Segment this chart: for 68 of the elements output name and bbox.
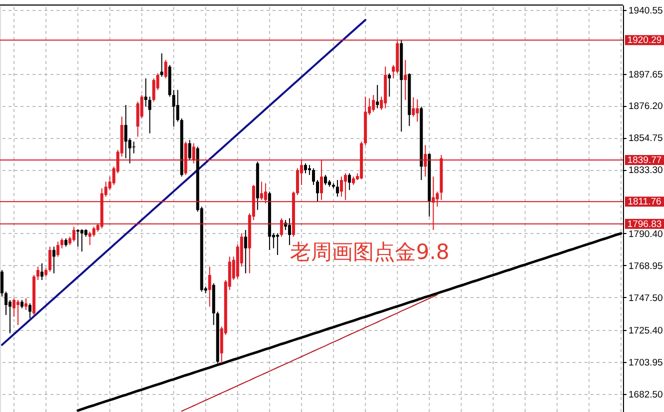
candlestick — [0, 270, 4, 298]
candlestick — [344, 172, 347, 200]
candlestick — [188, 139, 192, 160]
candlestick — [316, 180, 319, 202]
annotation: 老周画图点金9.8 — [290, 240, 450, 264]
candlestick — [76, 228, 80, 248]
candlestick — [416, 98, 419, 122]
y-tick-label: 1876.20 — [628, 101, 663, 112]
candlestick — [132, 141, 136, 154]
ref-line-label: 1796.83 — [627, 218, 662, 230]
candlestick — [340, 176, 343, 198]
candlestick — [48, 246, 52, 272]
candlestick — [152, 78, 156, 102]
ref-line-label: 1811.76 — [628, 196, 662, 208]
y-tick-label: 1854.75 — [628, 133, 663, 144]
y-tick-label: 1833.30 — [628, 165, 663, 176]
candlestick — [148, 96, 152, 134]
candlestick — [40, 262, 44, 281]
candlestick — [260, 181, 264, 200]
candlestick — [436, 191, 439, 208]
candlestick — [192, 142, 196, 164]
candlestick — [312, 168, 315, 186]
candlestick — [52, 246, 56, 274]
candlestick — [12, 298, 16, 318]
y-tick-label: 1940.55 — [628, 5, 663, 16]
y-tick-label: 1768.95 — [628, 260, 663, 272]
candlestick — [412, 96, 415, 118]
candlestick — [348, 172, 351, 190]
candlestick — [404, 59, 407, 100]
candlestick — [176, 89, 180, 122]
candlestick — [336, 180, 339, 198]
candlestick — [304, 162, 308, 174]
candlestick — [4, 291, 8, 316]
candlestick — [388, 72, 391, 98]
y-tick-label: 1703.95 — [628, 358, 663, 369]
y-tick-label: 1747.50 — [628, 292, 663, 304]
candlestick — [160, 52, 164, 78]
line-series — [181, 294, 438, 412]
candlestick — [280, 218, 284, 238]
candlestick — [320, 159, 323, 200]
candlestick — [60, 238, 64, 249]
candlestick — [56, 241, 60, 258]
candlestick — [372, 94, 375, 112]
ref-line-label: 1839.77 — [627, 154, 662, 166]
y-tick-label: 1682.50 — [628, 389, 663, 400]
candlestick — [36, 266, 40, 281]
candlestick — [80, 228, 84, 252]
candlestick — [264, 182, 268, 204]
candlestick — [288, 218, 292, 246]
candlestick — [308, 164, 312, 176]
candlestick — [72, 226, 76, 242]
y-tick-label: 1725.40 — [628, 326, 663, 337]
candlestick — [164, 59, 168, 79]
candlestick — [144, 78, 148, 108]
candlestick — [172, 89, 176, 128]
candlestick — [244, 230, 248, 274]
candlestick — [324, 174, 327, 186]
candlestick — [208, 266, 212, 308]
y-tick-label: 1790.40 — [628, 228, 663, 240]
candlestick — [24, 298, 28, 310]
candlestick — [16, 299, 20, 326]
y-tick-label: 1897.65 — [628, 69, 663, 80]
candlestick — [424, 144, 427, 178]
ref-line-label: 1920.29 — [627, 35, 662, 46]
candlestick — [92, 226, 96, 238]
candlestick — [28, 302, 32, 319]
candlestick — [124, 104, 128, 159]
candlestick — [376, 84, 379, 109]
